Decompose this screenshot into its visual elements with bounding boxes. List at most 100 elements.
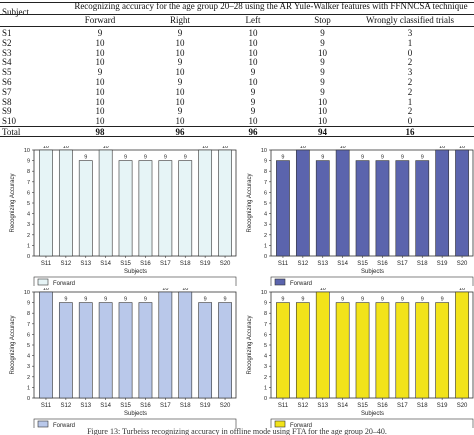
column-header: Forward	[84, 15, 116, 25]
bar	[335, 302, 350, 399]
bar-value-label: 10	[43, 288, 49, 292]
bar	[435, 302, 450, 399]
table-cell: 10	[95, 116, 105, 127]
bar	[335, 149, 350, 257]
table-cell: 10	[175, 96, 185, 107]
x-axis-label: Subjects	[361, 269, 384, 275]
bar	[395, 302, 410, 399]
x-tick-label: S20	[457, 403, 468, 409]
y-tick-label: 5	[27, 343, 30, 349]
bar	[178, 291, 193, 399]
x-tick-label: S16	[140, 261, 151, 267]
y-tick-label: 8	[27, 311, 30, 317]
table-cell: 9	[97, 67, 103, 78]
bar	[118, 302, 133, 399]
row-subject: S1	[2, 28, 12, 38]
x-tick-label: S19	[200, 403, 211, 409]
y-tick-label: 4	[264, 212, 267, 218]
row-subject: S10	[2, 116, 17, 127]
bar	[58, 302, 73, 399]
table-cell: 9	[320, 67, 325, 78]
bar-value-label: 9	[441, 297, 444, 303]
bar-value-label: 9	[204, 297, 207, 303]
x-tick-label: S12	[61, 403, 72, 409]
y-tick-label: 7	[27, 180, 30, 186]
y-tick-label: 10	[24, 148, 30, 154]
bar	[455, 149, 469, 257]
row-subject: S3	[2, 47, 12, 58]
table-cell: 10	[95, 77, 105, 87]
bar-value-label: 9	[421, 155, 424, 161]
table-cell: 2	[407, 77, 413, 87]
x-tick-label: S20	[220, 261, 231, 267]
y-tick-label: 0	[27, 254, 30, 260]
bar-value-label: 9	[84, 297, 87, 303]
x-axis-label: Subjects	[361, 411, 384, 417]
legend-label: Forward	[290, 281, 312, 286]
y-tick-label: 10	[261, 148, 267, 154]
y-tick-label: 1	[27, 385, 30, 391]
bar-value-label: 10	[459, 288, 465, 292]
table-cell: 9	[320, 77, 325, 87]
bar-value-label: 10	[300, 146, 306, 150]
y-tick-label: 8	[264, 311, 267, 317]
y-tick-label: 6	[264, 332, 267, 338]
x-axis-label: Subjects	[124, 411, 147, 417]
bar-value-label: 9	[164, 155, 167, 161]
table-cell: 2	[407, 106, 413, 117]
x-tick-label: S15	[120, 261, 131, 267]
table-cell: 10	[248, 57, 258, 68]
y-tick-label: 4	[264, 354, 267, 360]
bar-value-label: 9	[144, 297, 147, 303]
table-cell: 10	[248, 77, 258, 87]
y-tick-label: 1	[264, 243, 267, 249]
y-tick-label: 7	[27, 322, 30, 328]
bar-value-label: 10	[63, 146, 69, 150]
bar-value-label: 10	[182, 288, 188, 292]
bar	[315, 291, 330, 399]
table-cell: 10	[175, 37, 185, 48]
chart-svg: 0 1 2 3 4 5 6 7 8 9 10 Recognizing Accuracy 10 S11 9 S1…	[10, 288, 237, 428]
y-tick-label: 0	[27, 396, 30, 402]
table-cell: 10	[175, 116, 185, 127]
table-cell: 10	[318, 96, 327, 107]
y-tick-label: 2	[264, 233, 267, 239]
subject-header: Subject	[2, 7, 29, 17]
legend-label: Forward	[53, 423, 75, 428]
bar-value-label: 9	[401, 155, 404, 161]
bar	[375, 160, 390, 257]
column-header: Stop	[314, 15, 331, 25]
y-tick-label: 7	[264, 322, 267, 328]
table-cell: 10	[248, 28, 258, 38]
column-header: Left	[245, 15, 261, 25]
table-cell: 10	[248, 47, 258, 58]
table-cell: 10	[95, 37, 105, 48]
bar	[276, 302, 290, 399]
results-table: Subject Recognizing accuracy for the age…	[0, 0, 474, 137]
x-tick-label: S13	[317, 403, 328, 409]
total-label: Total	[2, 127, 21, 137]
table-cell: 10	[248, 37, 258, 48]
y-tick-label: 9	[264, 159, 267, 165]
table-cell: 1	[407, 37, 413, 48]
y-tick-label: 10	[24, 290, 30, 296]
bar-value-label: 9	[144, 155, 147, 161]
x-tick-label: S17	[397, 403, 408, 409]
x-tick-label: S15	[357, 261, 368, 267]
figure-caption: Figure 13: Turbeiss recognizing accuracy…	[87, 427, 387, 435]
bar	[455, 291, 469, 399]
bar-chart-forward-1: 0 1 2 3 4 5 6 7 8 9 10 Recognizing Accuracy 10 S11 10 S…	[0, 146, 237, 286]
y-axis-label: Recognizing Accuracy	[247, 315, 253, 374]
bar-value-label: 10	[439, 146, 445, 150]
y-axis-label: Recognizing Accuracy	[10, 173, 16, 232]
table-cell: 1	[407, 96, 413, 107]
bar-value-label: 9	[301, 297, 304, 303]
table-cell: 10	[318, 116, 327, 127]
y-tick-label: 8	[264, 169, 267, 175]
bar	[138, 302, 153, 399]
bar-value-label: 9	[124, 297, 127, 303]
bar-chart-forward-4: 0 1 2 3 4 5 6 7 8 9 10 Recognizing Accuracy 9 S11 9 S12…	[237, 288, 474, 428]
bar	[375, 302, 390, 399]
table-cell: 10	[175, 47, 185, 58]
table-cell: 10	[95, 106, 105, 117]
